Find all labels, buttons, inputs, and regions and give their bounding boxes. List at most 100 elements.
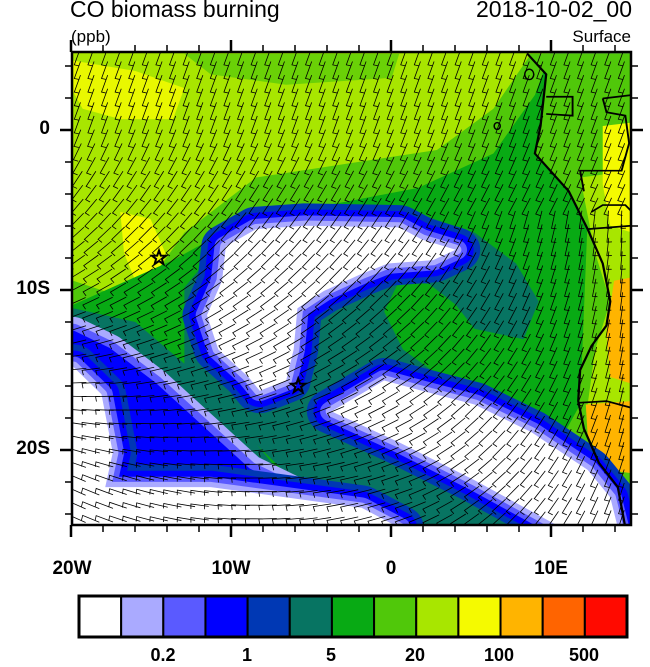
wind-barb (410, 280, 424, 298)
wind-barb (577, 346, 584, 366)
wind-barb (258, 518, 277, 525)
wind-barb (100, 75, 109, 94)
wind-barb (353, 461, 372, 472)
wind-barb (277, 61, 285, 80)
wind-barb (590, 510, 599, 525)
wind-barb (522, 156, 531, 176)
wind-barb (522, 115, 530, 135)
wind-barb (451, 348, 465, 366)
wind-barb (258, 463, 277, 471)
wind-barb (367, 461, 386, 472)
wind-barb (345, 75, 353, 94)
wind-barb (453, 225, 463, 244)
wind-barb (195, 129, 204, 148)
wind-barb (94, 487, 114, 496)
wind-barb (604, 401, 611, 420)
wind-barb (303, 184, 314, 203)
wind-barb (328, 281, 343, 298)
wind-barb (190, 352, 209, 364)
wind-barb (299, 490, 318, 498)
wind-barb (314, 322, 330, 338)
wind-barb (454, 129, 462, 148)
wind-barb (359, 102, 367, 121)
wind-barb (386, 143, 395, 162)
wind-barb (73, 52, 80, 67)
wind-barb (619, 305, 626, 325)
wind-barb (606, 237, 612, 257)
wind-barb (152, 212, 166, 230)
wind-barb (371, 198, 382, 217)
wind-barb (326, 503, 345, 512)
wind-barb (534, 415, 545, 434)
wind-barb (181, 143, 191, 162)
wind-barb (304, 143, 313, 162)
wind-barb (478, 416, 492, 434)
wind-barb (440, 88, 449, 108)
wind-barb (507, 334, 518, 353)
wind-barb (114, 115, 122, 135)
wind-barb (249, 143, 259, 162)
wind-barb (155, 75, 163, 94)
wind-barb (85, 184, 97, 203)
wind-barb (209, 61, 217, 80)
wind-barb (617, 156, 626, 176)
wind-barb (192, 268, 208, 284)
wind-barb (136, 338, 155, 350)
wind-barb (452, 266, 464, 285)
wind-barb (177, 310, 195, 324)
wind-barb (620, 251, 626, 270)
wind-barb (168, 75, 177, 94)
wind-barb (591, 278, 598, 298)
wind-barb (291, 88, 299, 108)
wind-barb (396, 308, 411, 325)
wind-barb (123, 282, 140, 297)
wind-barb (299, 406, 318, 418)
wind-barb (618, 428, 625, 447)
wind-barb (492, 389, 505, 407)
wind-barb (150, 282, 167, 297)
wind-barb (190, 408, 209, 417)
wind-barb (312, 489, 332, 498)
wind-barb (494, 184, 504, 203)
wind-barb (563, 360, 571, 380)
wind-barb (344, 156, 354, 176)
wind-barb (495, 61, 503, 80)
colorbar-swatch (78, 595, 123, 638)
wind-barb (355, 322, 371, 338)
wind-barb (96, 282, 113, 297)
wind-barb (300, 309, 317, 325)
wind-barb (576, 61, 585, 80)
wind-barb (141, 115, 149, 135)
wind-barb (345, 61, 353, 80)
wind-barb (111, 212, 125, 230)
wind-barb (164, 268, 181, 284)
wind-barb (326, 516, 345, 525)
wind-barb (182, 75, 190, 94)
wind-barb (359, 129, 367, 148)
wind-barb (264, 88, 272, 108)
colorbar-label: 500 (568, 645, 600, 665)
wind-barb (316, 198, 328, 217)
wind-barb (163, 516, 182, 523)
wind-barb (209, 75, 217, 94)
wind-barb (72, 409, 87, 412)
colorbar-swatch (246, 595, 291, 638)
wind-barb (168, 129, 177, 148)
wind-barb (128, 75, 136, 94)
wind-barb (450, 417, 466, 433)
wind-barbs (72, 52, 627, 525)
wind-barb (358, 143, 367, 162)
colorbar-swatch (541, 595, 586, 638)
wind-barb (523, 224, 530, 243)
wind-barb (304, 61, 313, 80)
wind-barb (342, 253, 356, 271)
wind-barb (301, 281, 316, 298)
wind-barb (477, 458, 493, 474)
wind-barb (385, 170, 395, 189)
wind-barb (422, 500, 440, 514)
wind-barb (399, 156, 408, 176)
wind-barb (235, 157, 246, 176)
wind-barb (86, 143, 96, 162)
wind-barb (425, 252, 437, 271)
wind-barb (520, 429, 532, 448)
